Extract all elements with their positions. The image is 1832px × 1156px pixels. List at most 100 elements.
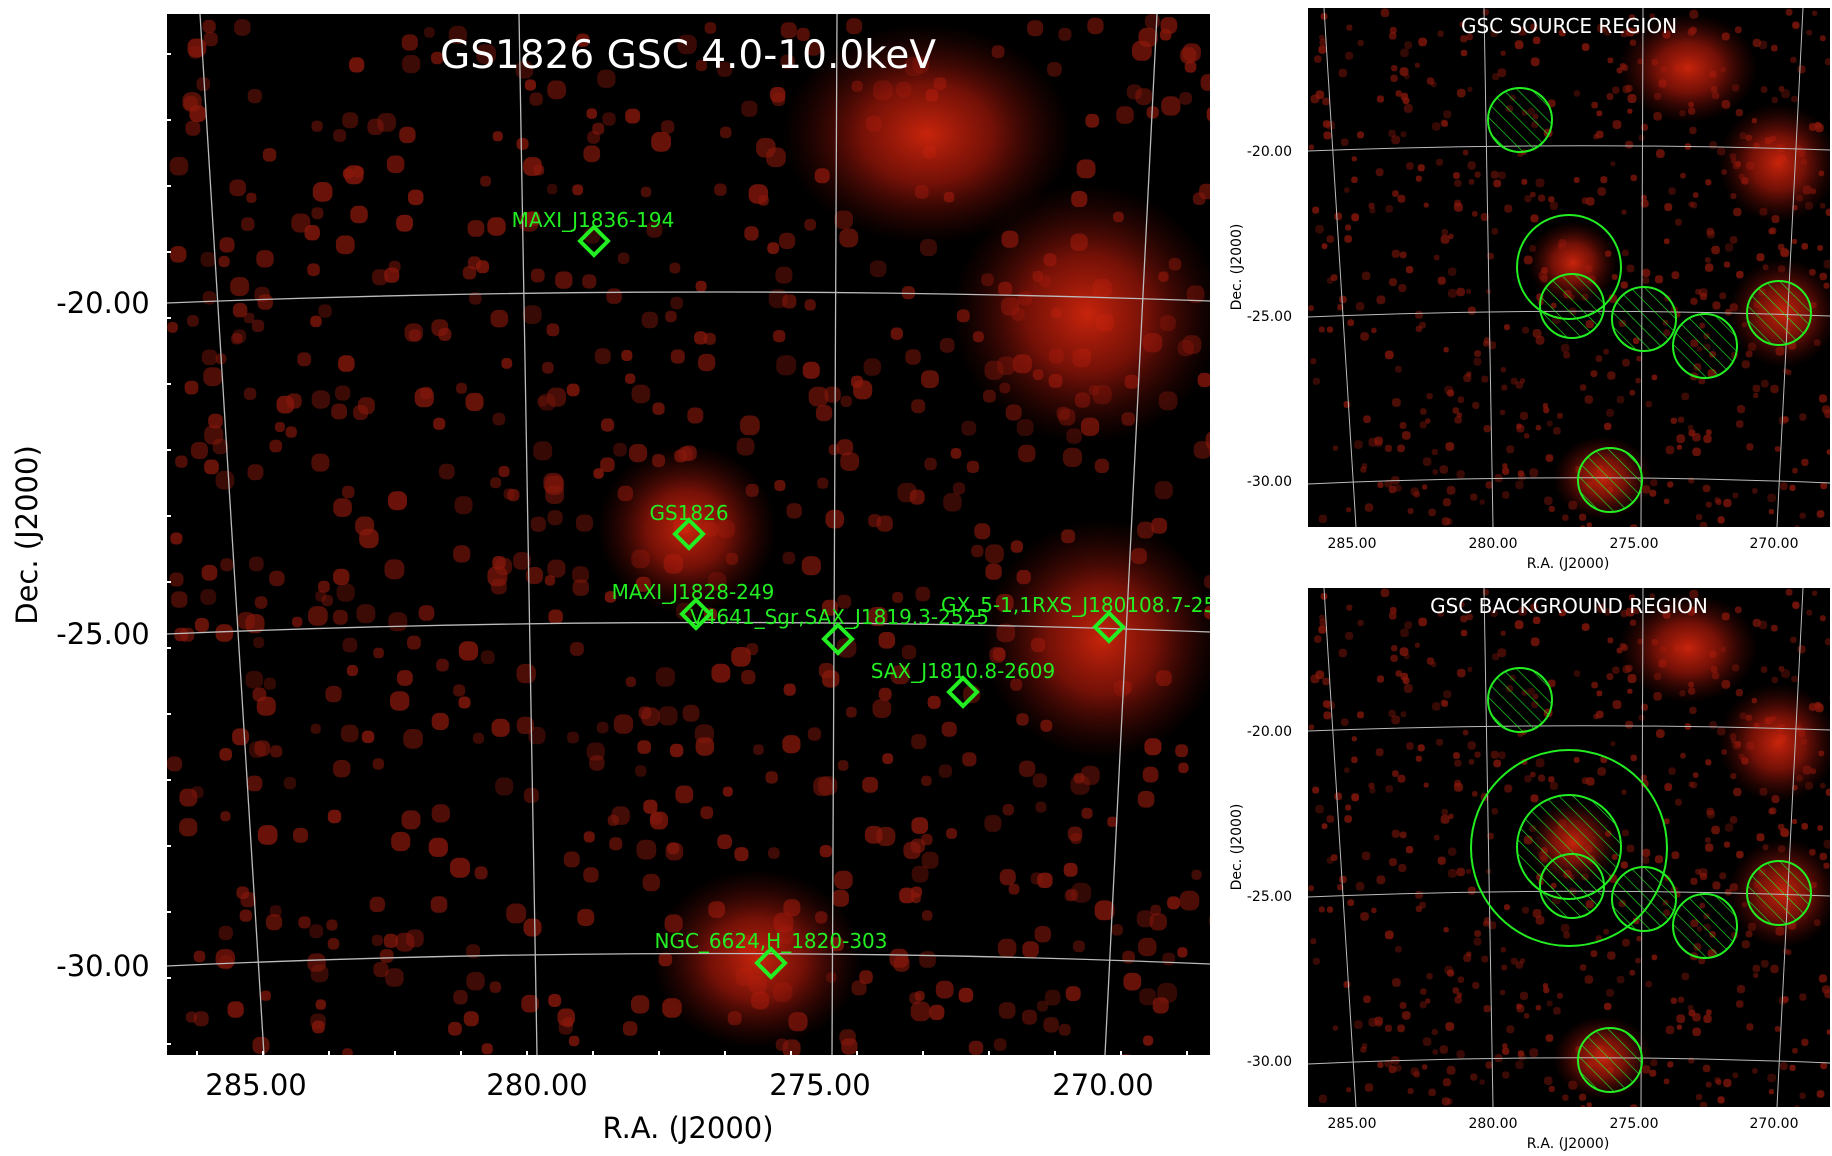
noise-speck (1178, 762, 1189, 774)
noise-speck (1627, 688, 1633, 694)
noise-speck (914, 990, 925, 1001)
background-region-panel: GSC BACKGROUND REGION (1308, 588, 1830, 1107)
noise-speck (782, 294, 797, 309)
noise-speck (1781, 669, 1790, 679)
noise-speck (1715, 499, 1722, 505)
noise-speck (1687, 424, 1694, 431)
noise-speck (1703, 1014, 1712, 1023)
noise-speck (1530, 214, 1539, 223)
noise-speck (326, 919, 338, 931)
noise-speck (1529, 1048, 1539, 1058)
noise-speck (1481, 955, 1489, 963)
noise-speck (1346, 507, 1352, 513)
noise-speck (1671, 271, 1680, 280)
noise-speck (389, 691, 410, 711)
noise-speck (1346, 604, 1353, 611)
noise-speck (1073, 773, 1085, 784)
noise-speck (1789, 484, 1796, 491)
noise-speck (1446, 1098, 1453, 1105)
noise-speck (1395, 90, 1402, 97)
background-noise-specks (1308, 8, 1830, 527)
noise-speck (924, 457, 937, 471)
noise-speck (1546, 1000, 1553, 1007)
noise-speck (890, 327, 903, 340)
noise-speck (1357, 619, 1364, 627)
noise-speck (1474, 751, 1481, 758)
noise-speck (892, 591, 904, 603)
noise-speck (1767, 493, 1776, 503)
noise-speck (911, 865, 929, 883)
noise-speck (1781, 829, 1790, 838)
noise-speck (1756, 253, 1765, 262)
noise-speck (1606, 988, 1614, 997)
noise-speck (1667, 1061, 1674, 1068)
noise-speck (582, 274, 597, 289)
noise-speck (1442, 1078, 1451, 1087)
noise-speck (1357, 131, 1364, 139)
noise-speck (1712, 881, 1721, 890)
noise-speck (1071, 882, 1092, 903)
noise-speck (1530, 771, 1536, 778)
noise-speck (1801, 823, 1808, 830)
noise-speck (1770, 384, 1779, 394)
noise-speck (631, 995, 650, 1014)
noise-speck (1562, 514, 1569, 521)
noise-speck (1516, 424, 1525, 433)
noise-speck (1610, 741, 1616, 747)
noise-speck (185, 1011, 197, 1023)
noise-speck (1729, 816, 1738, 824)
noise-speck (670, 349, 685, 364)
noise-speck (734, 847, 749, 862)
noise-speck (1453, 202, 1463, 212)
noise-speck (807, 727, 822, 741)
noise-speck (1638, 134, 1645, 141)
noise-speck (783, 683, 796, 696)
noise-speck (1705, 257, 1711, 263)
noise-speck (613, 442, 627, 457)
noise-speck (1417, 164, 1425, 172)
noise-speck (1422, 1037, 1432, 1046)
noise-speck (1318, 514, 1328, 523)
noise-speck (1819, 35, 1826, 42)
noise-speck (1779, 482, 1788, 491)
noise-speck (1665, 1025, 1675, 1035)
noise-speck (1607, 637, 1614, 644)
noise-speck (1433, 834, 1440, 841)
noise-speck (1688, 781, 1694, 787)
grid-line-ra-275 (1640, 588, 1644, 1107)
noise-speck (430, 896, 448, 913)
noise-speck (1332, 1025, 1338, 1031)
noise-speck (1308, 724, 1315, 730)
noise-speck (1439, 1045, 1449, 1054)
noise-speck (533, 164, 545, 176)
noise-speck (1326, 906, 1334, 913)
noise-speck (1425, 998, 1431, 1004)
noise-speck (1790, 56, 1797, 63)
noise-speck (741, 670, 756, 685)
noise-speck (819, 845, 832, 858)
noise-speck (1709, 721, 1718, 729)
noise-speck (327, 938, 340, 950)
noise-speck (1184, 60, 1197, 73)
noise-speck (307, 953, 326, 972)
noise-speck (1426, 657, 1435, 665)
noise-speck (1432, 122, 1441, 131)
noise-speck (373, 962, 389, 978)
noise-speck (1629, 524, 1638, 527)
noise-speck (1628, 594, 1636, 601)
noise-speck (1468, 759, 1475, 765)
noise-speck (196, 77, 210, 91)
noise-speck (516, 137, 529, 150)
noise-speck (765, 771, 778, 784)
excluded-circle-maxi-j1828 (1539, 853, 1605, 919)
noise-speck (643, 799, 658, 814)
noise-speck (1518, 473, 1526, 481)
noise-speck (167, 756, 182, 772)
noise-speck (1375, 1020, 1383, 1028)
noise-speck (424, 27, 435, 38)
noise-speck (1422, 484, 1428, 490)
noise-speck (185, 120, 201, 136)
noise-speck (1419, 1001, 1427, 1009)
noise-speck (1022, 1009, 1037, 1025)
noise-speck (1769, 227, 1777, 235)
